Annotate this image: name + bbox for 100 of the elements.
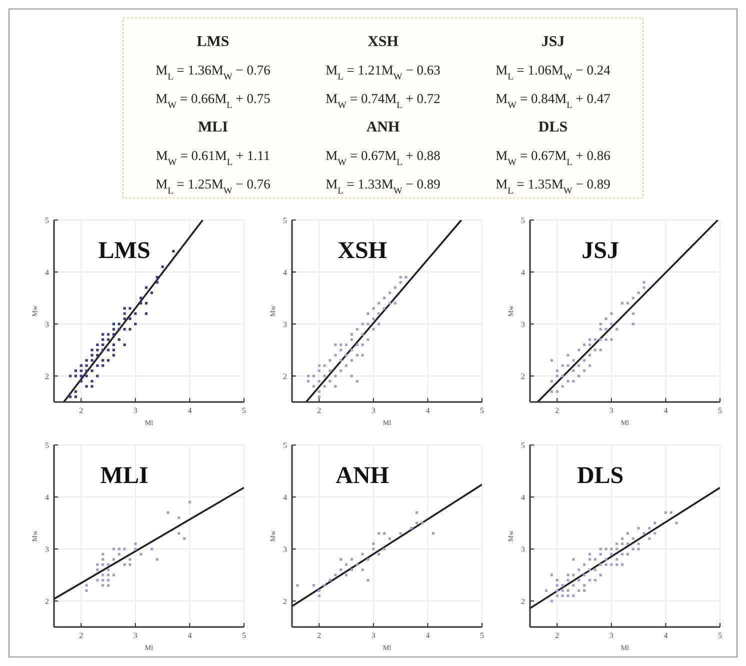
x-tick-label: 4 <box>426 406 430 415</box>
point <box>318 594 320 598</box>
text: DLS <box>576 463 624 489</box>
point <box>599 322 602 326</box>
text: MLI <box>100 463 148 489</box>
point <box>550 380 554 382</box>
text: M$_{L}$ = 1.36M$_{W}$ − 0.76 <box>156 62 271 82</box>
y-tick-label: 4 <box>283 268 287 277</box>
y-tick-label: 5 <box>521 216 525 225</box>
point <box>102 574 104 576</box>
point <box>566 354 570 356</box>
point <box>604 328 608 330</box>
point <box>366 338 370 341</box>
point <box>182 537 186 540</box>
text: JSJ <box>582 238 619 264</box>
point <box>312 374 316 378</box>
point <box>637 292 640 294</box>
y-tick-label: 2 <box>45 597 49 606</box>
text: DLS <box>538 120 568 136</box>
point <box>156 558 158 561</box>
point <box>323 385 326 388</box>
point <box>561 385 564 388</box>
x-tick-label: 4 <box>188 631 192 640</box>
point <box>134 542 137 546</box>
point <box>306 380 310 382</box>
point <box>323 364 326 367</box>
point <box>599 328 602 330</box>
point <box>388 537 392 540</box>
y-tick-label: 3 <box>521 545 525 554</box>
point <box>610 338 613 341</box>
point <box>372 328 375 330</box>
point <box>399 532 402 535</box>
point <box>328 370 332 372</box>
point <box>550 390 554 393</box>
point <box>318 364 320 367</box>
point <box>102 558 104 561</box>
point <box>599 348 602 352</box>
point <box>588 364 592 367</box>
point <box>588 354 592 356</box>
x-tick-label: 3 <box>371 406 376 415</box>
point <box>356 380 358 382</box>
point <box>594 338 596 341</box>
point <box>382 296 386 300</box>
point <box>312 385 316 388</box>
point <box>106 574 110 576</box>
y-tick-label: 5 <box>45 441 49 450</box>
point <box>350 558 354 561</box>
point <box>344 563 348 566</box>
x-tick-label: 2 <box>79 631 84 640</box>
point <box>102 584 104 587</box>
text: LMS <box>98 238 150 264</box>
x-tick-label: 5 <box>242 406 246 415</box>
point <box>328 359 332 362</box>
point <box>399 276 402 278</box>
y-tick-label: 2 <box>521 597 525 606</box>
point <box>378 302 380 304</box>
point <box>350 374 354 378</box>
x-tick-label: 3 <box>371 631 376 640</box>
y-tick-label: 4 <box>45 268 49 277</box>
point <box>642 286 646 289</box>
point <box>361 322 364 326</box>
x-tick-label: 2 <box>555 631 560 640</box>
point <box>318 589 320 592</box>
point <box>382 548 386 550</box>
text: M$_{L}$ = 1.06M$_{W}$ − 0.24 <box>496 62 611 82</box>
point <box>340 359 342 362</box>
point <box>610 312 613 315</box>
point <box>378 312 380 315</box>
point <box>372 318 375 320</box>
point <box>578 374 580 378</box>
point <box>96 563 99 566</box>
point <box>350 568 354 572</box>
point <box>106 563 110 566</box>
x-tick-label: 5 <box>718 631 722 640</box>
point <box>394 286 396 289</box>
point <box>344 354 348 356</box>
point <box>361 552 364 556</box>
point <box>388 302 392 304</box>
point <box>102 563 104 566</box>
point <box>328 578 332 582</box>
point <box>334 374 337 378</box>
point <box>85 589 88 592</box>
y-tick-label: 2 <box>521 372 525 381</box>
point <box>112 574 116 576</box>
point <box>388 292 392 294</box>
point <box>344 344 348 346</box>
text: M$_{L}$ = 1.25M$_{W}$ − 0.76 <box>156 176 271 196</box>
y-tick-label: 3 <box>283 320 287 329</box>
point <box>106 578 110 582</box>
y-tick-label: 3 <box>283 545 287 554</box>
point <box>372 307 375 310</box>
point <box>350 359 354 362</box>
point <box>556 374 558 378</box>
point <box>582 344 586 346</box>
point <box>372 542 375 546</box>
text: M$_{W}$ = 0.61M$_{L}$ + 1.11 <box>156 148 270 168</box>
point <box>561 374 564 378</box>
y-tick-label: 3 <box>45 545 49 554</box>
point <box>340 348 342 352</box>
text: M$_{W}$ = 0.66M$_{L}$ + 0.75 <box>156 91 271 111</box>
